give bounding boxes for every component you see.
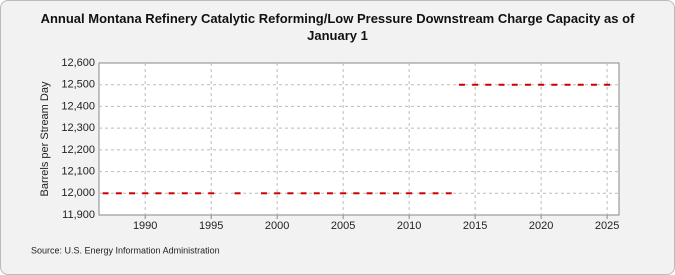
x-tick-label: 2000 [265, 220, 289, 232]
y-tick-label: 12,200 [61, 144, 95, 156]
x-tick-label: 2015 [463, 220, 487, 232]
x-tick-label: 2020 [529, 220, 553, 232]
y-axis-label: Barrels per Stream Day [39, 81, 51, 196]
x-tick-label: 1995 [199, 220, 223, 232]
y-tick-label: 12,100 [61, 165, 95, 177]
plot-area [98, 62, 620, 216]
x-tick-label: 2005 [331, 220, 355, 232]
x-tick-label: 2010 [397, 220, 421, 232]
y-tick-label: 12,600 [61, 57, 95, 69]
chart-title: Annual Montana Refinery Catalytic Reform… [40, 11, 635, 43]
y-tick-label: 11,900 [62, 209, 95, 221]
x-tick-label: 2025 [595, 220, 619, 232]
y-tick-label: 12,500 [61, 79, 95, 91]
y-tick-label: 12,300 [61, 122, 95, 134]
y-tick-label: 12,000 [61, 187, 95, 199]
y-tick-label: 12,400 [61, 100, 95, 112]
x-tick-label: 1990 [133, 220, 157, 232]
source: Source: U.S. Energy Information Administ… [31, 245, 220, 255]
